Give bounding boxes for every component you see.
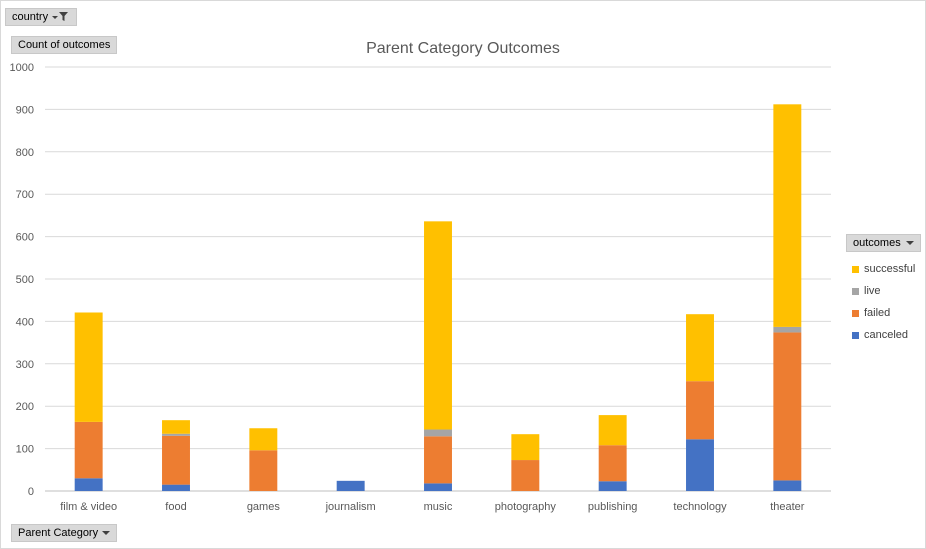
legend-swatch — [852, 287, 859, 295]
legend-label: failed — [864, 307, 891, 319]
outcomes-field-button[interactable]: outcomes — [846, 234, 921, 252]
country-filter-label: country — [12, 11, 49, 23]
outcomes-field-label: outcomes — [853, 237, 901, 249]
legend-item-failed: failed — [846, 302, 921, 324]
chevron-down-icon — [906, 240, 914, 246]
legend-label: successful — [864, 263, 916, 275]
country-filter-button[interactable]: country — [5, 8, 78, 26]
legend-swatch — [852, 265, 859, 273]
legend-item-successful: successful — [846, 258, 921, 280]
parent-category-field-button[interactable]: Parent Category — [11, 524, 118, 542]
legend-swatch — [852, 331, 859, 339]
legend-item-canceled: canceled — [846, 324, 921, 346]
legend-item-live: live — [846, 280, 921, 302]
parent-category-label: Parent Category — [18, 527, 99, 539]
legend: outcomes successful live failed canceled — [846, 234, 921, 346]
chevron-down-icon — [102, 530, 111, 536]
count-of-outcomes-field-button[interactable]: Count of outcomes — [11, 36, 118, 54]
legend-swatch — [852, 309, 859, 317]
legend-label: live — [864, 285, 881, 297]
legend-label: canceled — [864, 329, 909, 341]
dropdown-filter-icon — [52, 12, 70, 22]
count-of-outcomes-label: Count of outcomes — [18, 39, 111, 51]
